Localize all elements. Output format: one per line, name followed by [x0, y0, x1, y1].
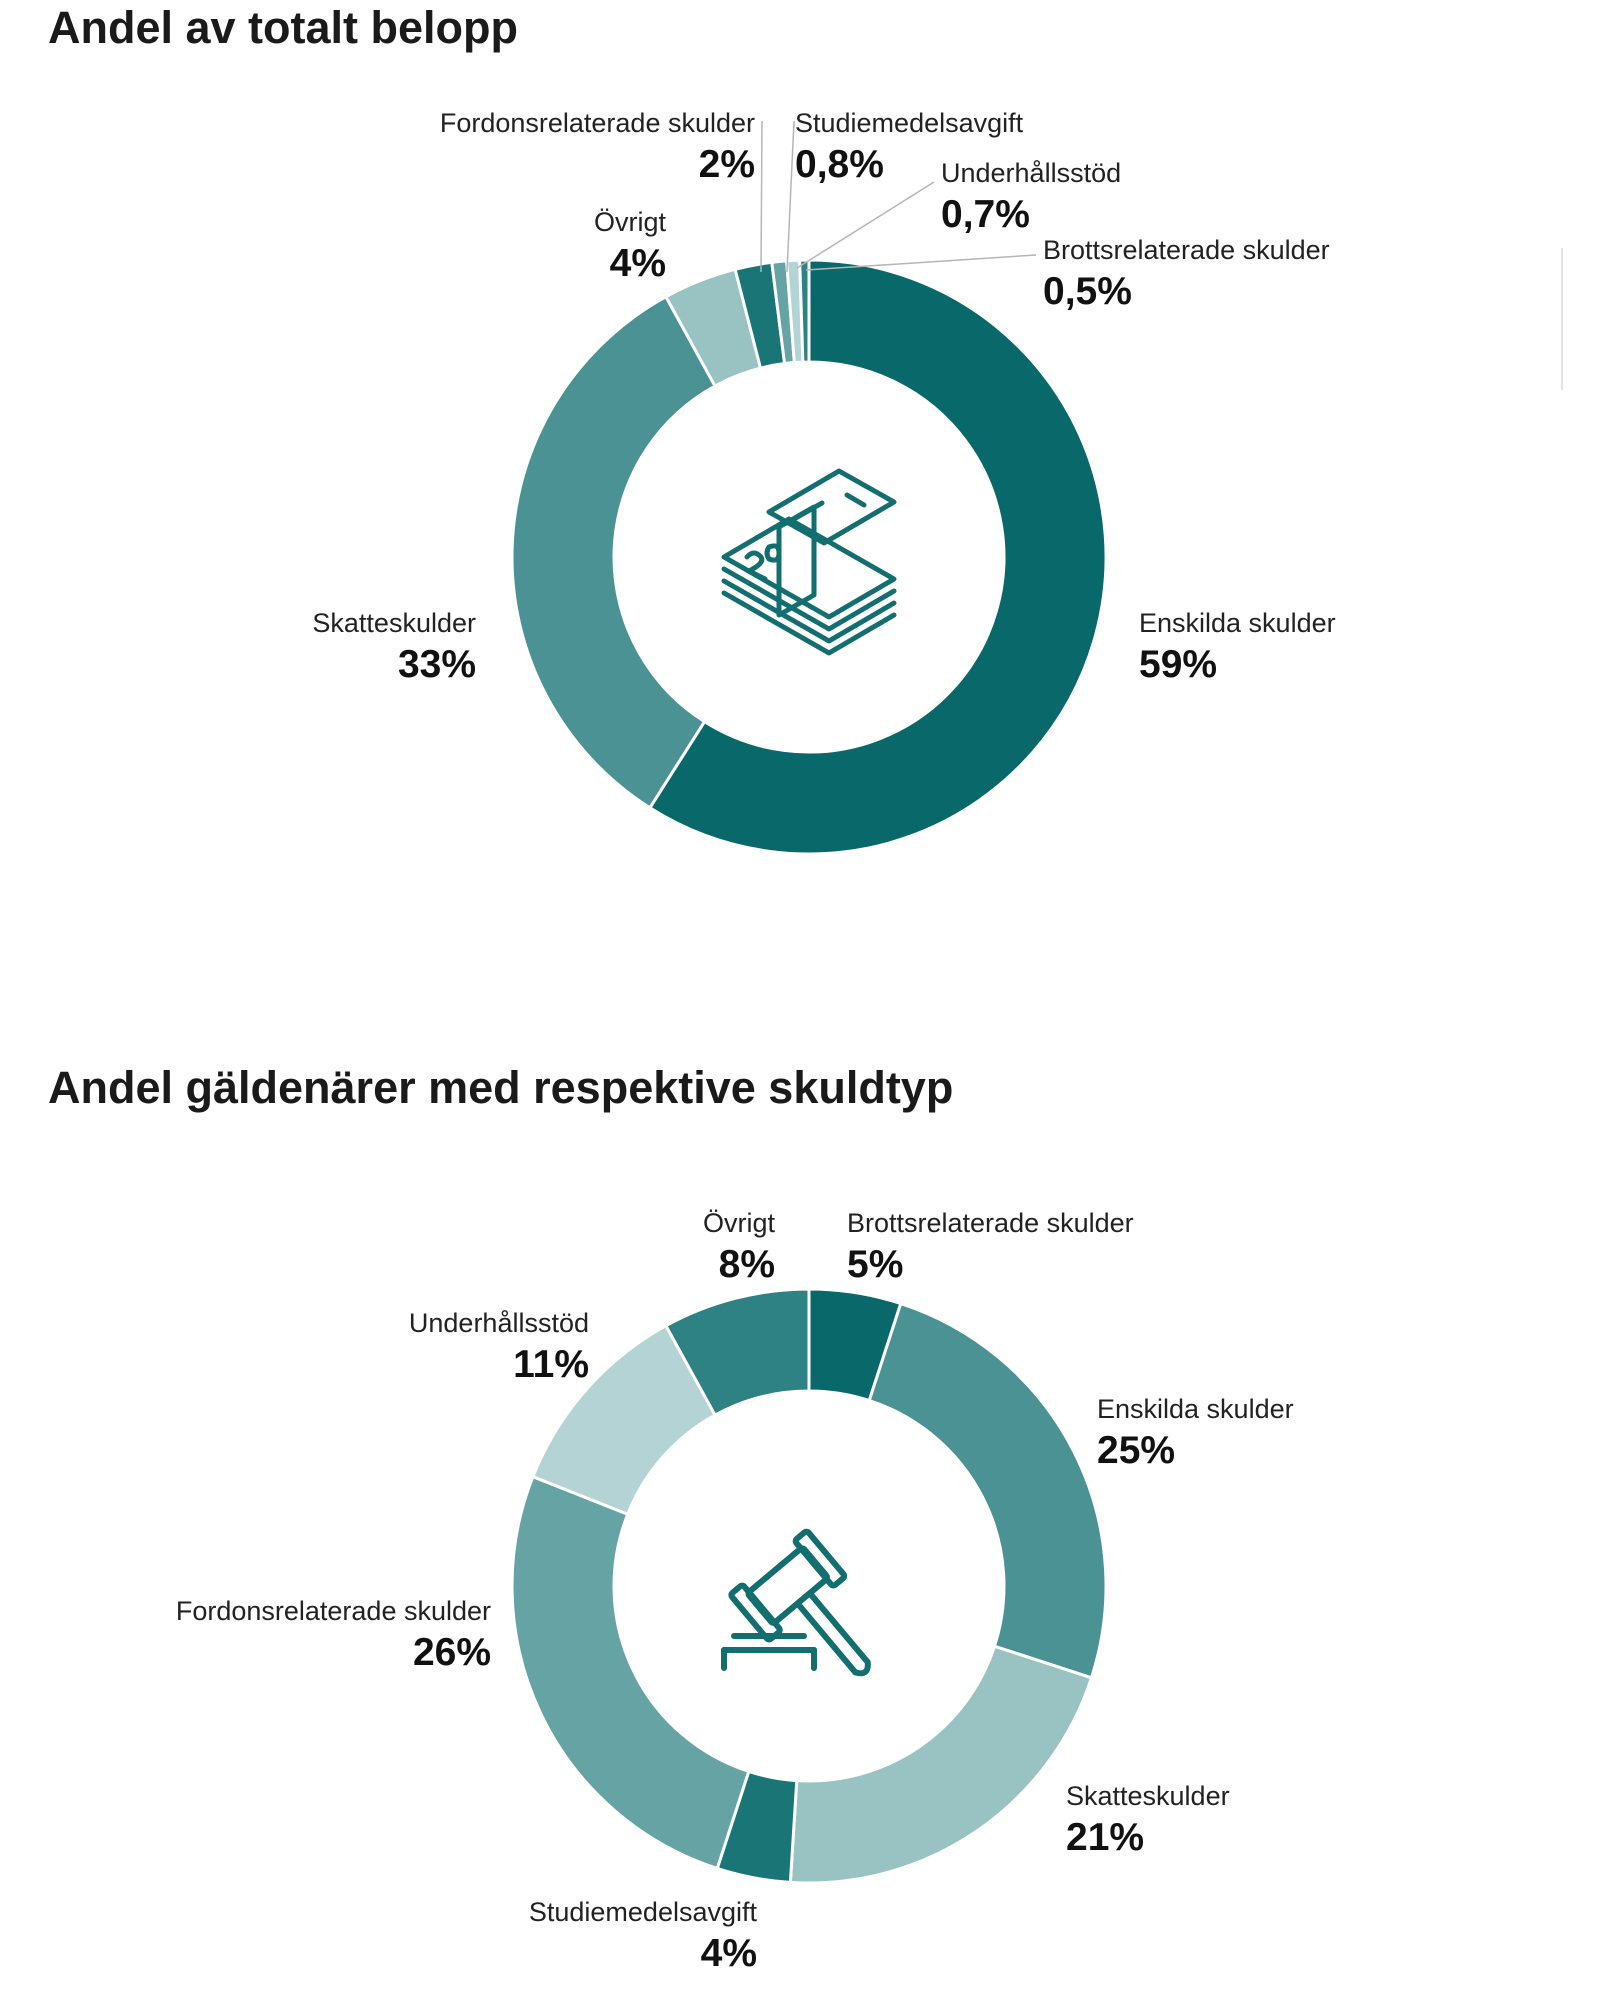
slice-value-enskilda-skulder: 59%	[1139, 643, 1217, 686]
slice-enskilda-skulder	[647, 258, 1108, 856]
slice-skatteskulder	[788, 1644, 1094, 1885]
slice-enskilda-skulder	[867, 1301, 1108, 1680]
divider-line	[1561, 248, 1563, 390]
money-stack-icon	[721, 468, 897, 656]
slice-label-studiemedelsavgift: Studiemedelsavgift	[795, 108, 1024, 138]
slice-value-enskilda-skulder: 25%	[1097, 1429, 1175, 1472]
slice-label-skatteskulder: Skatteskulder	[1066, 1781, 1230, 1811]
chart-title-total-amount: Andel av totalt belopp	[48, 2, 519, 53]
donut-chart-total-amount: Enskilda skulder 59% Skatteskulder 33% Övrig…	[312, 108, 1336, 856]
slice-labels: Brottsrelaterade skulder 5% Enskilda skuld…	[176, 1208, 1294, 1975]
slice-brottsrelaterade-skulder	[798, 258, 811, 364]
slice-value-fordonsrelaterade-skulder: 2%	[699, 143, 755, 186]
gavel-icon	[721, 1528, 871, 1677]
slice-label-ovrigt: Övrigt	[594, 207, 667, 237]
slice-ovrigt	[663, 1287, 811, 1418]
slice-value-brottsrelaterade-skulder: 0,5%	[1043, 270, 1132, 313]
slice-labels: Enskilda skulder 59% Skatteskulder 33% Övrig…	[312, 108, 1335, 686]
slice-value-ovrigt: 8%	[719, 1243, 775, 1286]
slice-label-fordonsrelaterade-skulder: Fordonsrelaterade skulder	[176, 1596, 491, 1626]
slice-label-brottsrelaterade-skulder: Brottsrelaterade skulder	[1043, 235, 1330, 265]
slice-label-underhallsstod: Underhållsstöd	[941, 158, 1121, 188]
slice-value-skatteskulder: 21%	[1066, 1816, 1144, 1859]
leader-lines	[760, 120, 1037, 273]
slice-label-ovrigt: Övrigt	[703, 1208, 776, 1238]
slice-label-fordonsrelaterade-skulder: Fordonsrelaterade skulder	[440, 108, 755, 138]
slice-label-underhallsstod: Underhållsstöd	[409, 1308, 589, 1338]
leader-line-fordonsrelaterade-skulder	[760, 120, 763, 273]
slice-fordonsrelaterade-skulder	[510, 1474, 751, 1871]
slice-skatteskulder	[510, 294, 718, 810]
slice-label-brottsrelaterade-skulder: Brottsrelaterade skulder	[847, 1208, 1134, 1238]
slice-value-studiemedelsavgift: 0,8%	[795, 143, 884, 186]
slice-value-brottsrelaterade-skulder: 5%	[847, 1243, 903, 1286]
donut-slices	[510, 258, 1108, 856]
leader-line-brottsrelaterade-skulder	[805, 254, 1037, 271]
chart-title-debtor-share: Andel gäldenärer med respektive skuldtyp	[48, 1062, 954, 1113]
slice-value-fordonsrelaterade-skulder: 26%	[413, 1631, 491, 1674]
donut-slices	[510, 1287, 1108, 1885]
slice-label-enskilda-skulder: Enskilda skulder	[1097, 1394, 1294, 1424]
slice-label-enskilda-skulder: Enskilda skulder	[1139, 608, 1336, 638]
slice-label-studiemedelsavgift: Studiemedelsavgift	[529, 1897, 758, 1927]
slice-value-underhallsstod: 11%	[513, 1343, 589, 1386]
slice-value-studiemedelsavgift: 4%	[701, 1932, 757, 1975]
slice-value-ovrigt: 4%	[610, 242, 666, 285]
leader-line-studiemedelsavgift	[786, 120, 795, 273]
slice-value-underhallsstod: 0,7%	[941, 193, 1030, 236]
leader-line-underhallsstod	[796, 181, 935, 269]
slice-label-skatteskulder: Skatteskulder	[312, 608, 476, 638]
donut-chart-debtor-share: Brottsrelaterade skulder 5% Enskilda skuld…	[176, 1208, 1294, 1975]
slice-value-skatteskulder: 33%	[398, 643, 476, 686]
